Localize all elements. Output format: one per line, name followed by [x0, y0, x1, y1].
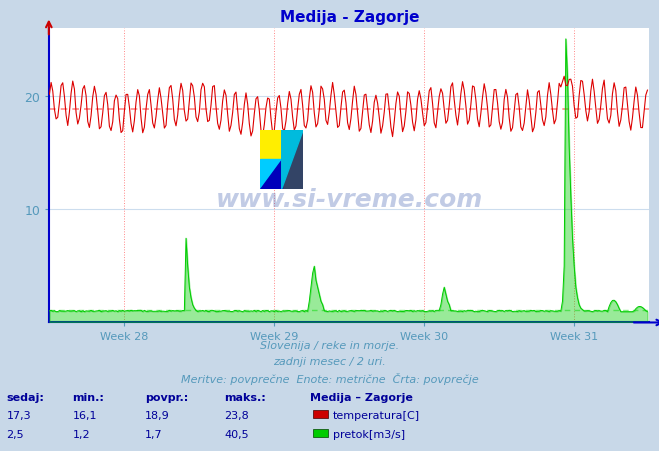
Text: Slovenija / reke in morje.: Slovenija / reke in morje. [260, 341, 399, 350]
Polygon shape [282, 131, 303, 189]
Polygon shape [282, 131, 303, 160]
Bar [260, 131, 282, 160]
Text: Medija – Zagorje: Medija – Zagorje [310, 392, 413, 402]
Text: Meritve: povprečne  Enote: metrične  Črta: povprečje: Meritve: povprečne Enote: metrične Črta:… [181, 372, 478, 384]
Text: 17,3: 17,3 [7, 410, 31, 420]
Text: 1,7: 1,7 [145, 429, 163, 439]
Text: povpr.:: povpr.: [145, 392, 188, 402]
Text: maks.:: maks.: [224, 392, 266, 402]
Text: min.:: min.: [72, 392, 104, 402]
Text: sedaj:: sedaj: [7, 392, 44, 402]
Polygon shape [260, 160, 282, 189]
Title: Medija - Zagorje: Medija - Zagorje [279, 10, 419, 25]
Text: 2,5: 2,5 [7, 429, 24, 439]
Text: 23,8: 23,8 [224, 410, 249, 420]
Text: 1,2: 1,2 [72, 429, 90, 439]
Text: 18,9: 18,9 [145, 410, 170, 420]
Polygon shape [260, 160, 282, 189]
Text: www.si-vreme.com: www.si-vreme.com [215, 187, 483, 212]
Text: temperatura[C]: temperatura[C] [333, 410, 420, 420]
Text: zadnji mesec / 2 uri.: zadnji mesec / 2 uri. [273, 356, 386, 366]
Text: 16,1: 16,1 [72, 410, 97, 420]
Text: 40,5: 40,5 [224, 429, 248, 439]
Polygon shape [282, 131, 303, 189]
Text: pretok[m3/s]: pretok[m3/s] [333, 429, 405, 439]
